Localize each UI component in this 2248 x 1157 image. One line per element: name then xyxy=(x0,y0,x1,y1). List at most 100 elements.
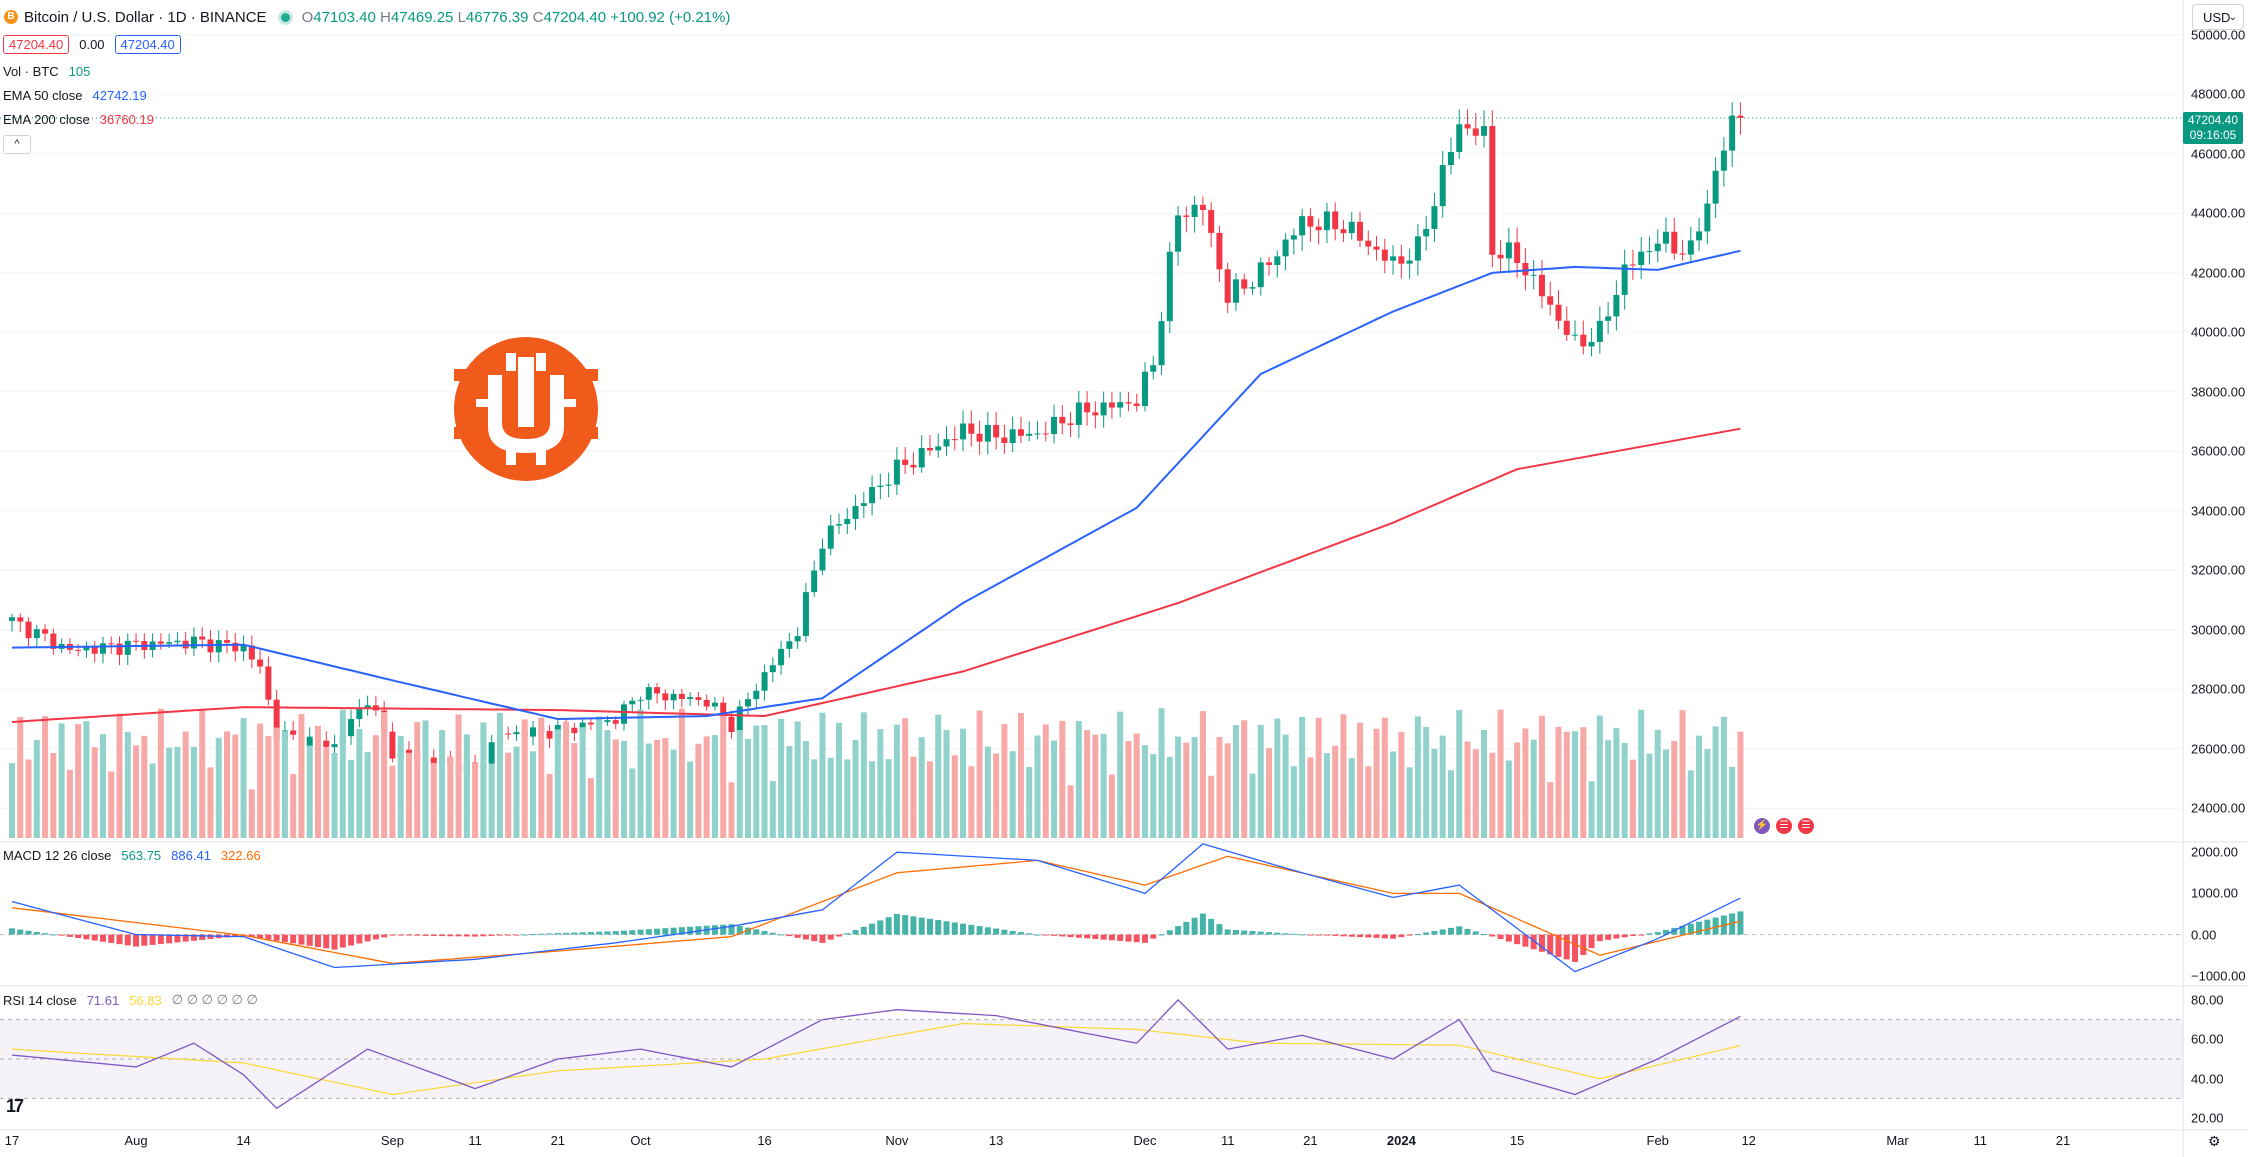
volume-bar xyxy=(1390,751,1397,838)
currency-select[interactable]: USD ⌄ xyxy=(2192,4,2244,30)
volume-bar xyxy=(1431,748,1438,838)
macd-histogram-bar xyxy=(505,934,512,936)
volume-bar xyxy=(356,728,363,838)
macd-histogram-bar xyxy=(1456,926,1463,935)
macd-histogram-bar xyxy=(1108,934,1115,941)
orange-coin-logo xyxy=(448,335,604,483)
flash-icon[interactable]: ⚡ xyxy=(1752,816,1772,836)
candle-body xyxy=(678,693,685,699)
bar-countdown: 09:16:05 xyxy=(2189,128,2237,142)
volume-bar xyxy=(1183,742,1190,838)
volume-bar xyxy=(232,734,239,838)
volume-bar xyxy=(1274,718,1281,838)
axis-tick-label: 50000.00 xyxy=(2191,27,2246,43)
macd-histogram-bar xyxy=(1348,934,1355,937)
macd-histogram-bar xyxy=(521,934,528,936)
macd-histogram-bar xyxy=(1042,934,1049,936)
sell-price-button[interactable]: 47204.40 xyxy=(3,35,70,54)
macd-histogram-bar xyxy=(199,934,206,940)
macd-histogram-bar xyxy=(951,922,958,935)
macd-histogram-bar xyxy=(1423,932,1430,935)
candle-body xyxy=(827,525,834,549)
candle-body xyxy=(1357,221,1364,241)
ema50-line xyxy=(11,249,1741,721)
volume-bar xyxy=(571,743,578,838)
volume-bar xyxy=(1588,781,1595,838)
candle-body xyxy=(844,518,851,525)
volume-bar xyxy=(1497,709,1504,838)
candle-body xyxy=(728,716,735,732)
macd-histogram-bar xyxy=(1166,930,1173,935)
candle-body xyxy=(364,705,371,709)
buy-price-button[interactable]: 47204.40 xyxy=(114,35,181,54)
macd-histogram-bar xyxy=(554,933,561,935)
volume-bar xyxy=(1075,721,1082,838)
tradingview-logo[interactable]: 17 xyxy=(6,1096,24,1116)
macd-legend[interactable]: MACD 12 26 close 563.75 886.41 322.66 xyxy=(3,848,261,863)
candle-body xyxy=(75,649,82,651)
macd-histogram-bar xyxy=(1125,934,1132,942)
event-badges[interactable]: ⚡ ☰ ☰ xyxy=(1752,816,1816,836)
volume-bar xyxy=(182,731,189,838)
low-value: 46776.39 xyxy=(465,8,529,26)
volume-bar xyxy=(224,731,231,838)
volume-bar xyxy=(670,749,677,838)
macd-histogram-bar xyxy=(298,934,305,945)
candle-body xyxy=(546,730,553,739)
us-flag-icon-2[interactable]: ☰ xyxy=(1796,816,1816,836)
macd-histogram-bar xyxy=(331,934,338,950)
macd-histogram-bar xyxy=(1323,934,1330,936)
collapse-legend-button[interactable]: ^ xyxy=(3,135,31,154)
market-open-indicator xyxy=(280,12,290,22)
candle-body xyxy=(1274,256,1281,266)
volume-legend[interactable]: Vol · BTC 105 xyxy=(3,64,90,79)
axis-tick-label: 32000.00 xyxy=(2191,562,2246,578)
macd-histogram-bar xyxy=(926,918,933,935)
candle-body xyxy=(1481,126,1488,136)
ema50-legend[interactable]: EMA 50 close 42742.19 xyxy=(3,88,147,103)
candle-body xyxy=(265,666,272,700)
macd-histogram-bar xyxy=(422,934,429,936)
macd-histogram-bar xyxy=(66,934,73,937)
macd-histogram-bar xyxy=(802,934,809,940)
volume-bar xyxy=(1290,766,1297,838)
volume-bar xyxy=(463,734,470,838)
time-tick-label: 2024 xyxy=(1386,1133,1416,1148)
macd-histogram-bar xyxy=(190,934,197,941)
volume-bar xyxy=(1687,770,1694,838)
volume-bar xyxy=(703,736,710,838)
us-flag-icon[interactable]: ☰ xyxy=(1774,816,1794,836)
candle-body xyxy=(1059,416,1066,424)
symbol-header[interactable]: B Bitcoin / U.S. Dollar · 1D · BINANCE O… xyxy=(0,6,730,28)
gear-icon[interactable]: ⚙ xyxy=(2208,1133,2221,1149)
ema200-legend[interactable]: EMA 200 close 36760.19 xyxy=(3,112,154,127)
rsi-legend[interactable]: RSI 14 close 71.61 56.83 ∅ ∅ ∅ ∅ ∅ ∅ xyxy=(3,992,258,1008)
rsi-value-3: ∅ ∅ ∅ ∅ ∅ ∅ xyxy=(171,992,258,1007)
candle-body xyxy=(1596,320,1603,342)
volume-bar xyxy=(290,774,297,838)
macd-histogram-bar xyxy=(17,929,24,935)
candle-body xyxy=(1100,402,1107,416)
volume-bar xyxy=(860,712,867,838)
macd-histogram-bar xyxy=(25,930,32,935)
volume-bar xyxy=(1580,727,1587,838)
volume-bar xyxy=(620,740,627,838)
candle-body xyxy=(860,503,867,506)
candle-body xyxy=(42,629,49,634)
macd-histogram-bar xyxy=(1555,934,1562,957)
ema50-value: 42742.19 xyxy=(92,88,147,103)
candle-body xyxy=(587,722,594,725)
symbol-title[interactable]: Bitcoin / U.S. Dollar · 1D · BINANCE xyxy=(24,8,267,26)
macd-histogram-bar xyxy=(339,934,346,948)
volume-bar xyxy=(926,761,933,838)
axis-tick-label: −1000.00 xyxy=(2191,968,2246,984)
macd-histogram-bar xyxy=(1505,934,1512,942)
rsi-line xyxy=(11,998,1741,1110)
candle-body xyxy=(1051,416,1058,434)
candle-body xyxy=(1141,371,1148,407)
macd-histogram-bar xyxy=(1406,934,1413,936)
macd-histogram-bar xyxy=(149,934,156,945)
open-value: 47103.40 xyxy=(313,8,376,26)
macd-histogram-bar xyxy=(1017,932,1024,935)
